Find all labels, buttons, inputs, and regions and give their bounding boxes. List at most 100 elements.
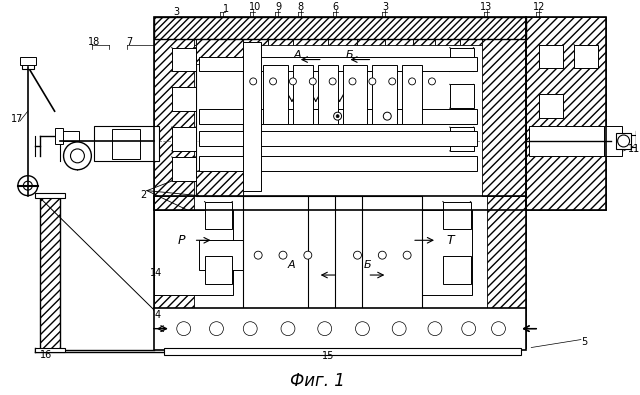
Bar [154, 17, 214, 45]
Text: 1: 1 [223, 4, 230, 14]
Text: 5: 5 [580, 337, 587, 346]
Text: 7: 7 [126, 37, 132, 47]
Bar [450, 48, 474, 71]
Bar [486, 310, 526, 348]
Bar [142, 128, 157, 159]
Bar [539, 45, 563, 68]
Bar [244, 163, 260, 188]
Circle shape [383, 112, 391, 120]
Bar [317, 64, 338, 124]
Circle shape [618, 135, 630, 147]
Circle shape [428, 322, 442, 336]
Bar [154, 17, 526, 211]
Bar [22, 64, 34, 70]
Circle shape [250, 78, 257, 85]
Circle shape [419, 313, 451, 344]
Circle shape [279, 251, 287, 259]
Bar [402, 64, 422, 124]
Bar [154, 211, 234, 295]
Circle shape [269, 78, 276, 85]
Text: 4: 4 [155, 310, 161, 320]
Bar [413, 17, 435, 45]
Circle shape [177, 322, 191, 336]
Bar [293, 17, 328, 45]
Bar [35, 193, 65, 198]
Bar [372, 64, 397, 124]
Bar [605, 128, 620, 154]
Text: 3: 3 [173, 7, 180, 17]
Bar [94, 126, 159, 161]
Circle shape [304, 251, 312, 259]
Circle shape [329, 78, 336, 85]
Bar [243, 17, 268, 45]
Bar [243, 42, 261, 191]
Circle shape [281, 322, 295, 336]
Bar [450, 127, 474, 151]
Bar [60, 131, 79, 141]
Bar [154, 17, 526, 39]
Circle shape [483, 313, 515, 344]
Bar [166, 348, 519, 354]
Bar [460, 17, 481, 45]
Bar [205, 201, 232, 229]
Text: T: T [446, 234, 454, 247]
Text: 12: 12 [533, 2, 545, 12]
Text: 6: 6 [333, 2, 339, 12]
Bar [205, 256, 232, 284]
Circle shape [353, 251, 362, 259]
Bar [198, 156, 477, 171]
Bar [164, 348, 522, 356]
Circle shape [70, 149, 84, 163]
Bar [385, 17, 413, 45]
Bar [198, 240, 258, 270]
Bar [156, 310, 196, 348]
Text: Фиг. 1: Фиг. 1 [291, 372, 345, 390]
Bar [308, 196, 362, 310]
Bar [450, 85, 474, 108]
Circle shape [346, 313, 378, 344]
Bar [198, 56, 477, 71]
Bar [156, 262, 232, 292]
Text: 8: 8 [298, 2, 304, 12]
Bar [481, 39, 526, 196]
Bar [328, 17, 358, 45]
Bar [196, 39, 243, 64]
Bar [172, 87, 196, 111]
Circle shape [388, 78, 396, 85]
Bar [172, 48, 196, 71]
Circle shape [349, 78, 356, 85]
Bar [243, 196, 422, 310]
Circle shape [254, 251, 262, 259]
Bar [198, 131, 477, 146]
Bar [214, 17, 243, 45]
Circle shape [289, 78, 296, 85]
Circle shape [355, 322, 369, 336]
Bar [604, 126, 621, 156]
Bar [54, 128, 63, 144]
Text: 18: 18 [88, 37, 100, 47]
Bar [392, 211, 472, 295]
Bar [526, 17, 605, 211]
Circle shape [403, 251, 411, 259]
Circle shape [378, 251, 387, 259]
Bar [40, 196, 60, 350]
Bar [616, 133, 630, 149]
Bar [112, 129, 140, 159]
Text: Б: Б [364, 260, 371, 270]
Bar [172, 127, 196, 151]
Bar [526, 17, 605, 211]
Circle shape [243, 322, 257, 336]
Text: А: А [294, 50, 301, 60]
Circle shape [200, 313, 232, 344]
Bar [196, 39, 243, 196]
Bar [394, 262, 470, 292]
Bar [20, 56, 36, 64]
Text: 17: 17 [11, 114, 23, 124]
Bar [154, 39, 194, 196]
Bar [154, 196, 194, 310]
Circle shape [309, 313, 340, 344]
Bar [486, 196, 526, 310]
Circle shape [408, 78, 415, 85]
Bar [358, 17, 385, 45]
Bar [196, 171, 243, 196]
